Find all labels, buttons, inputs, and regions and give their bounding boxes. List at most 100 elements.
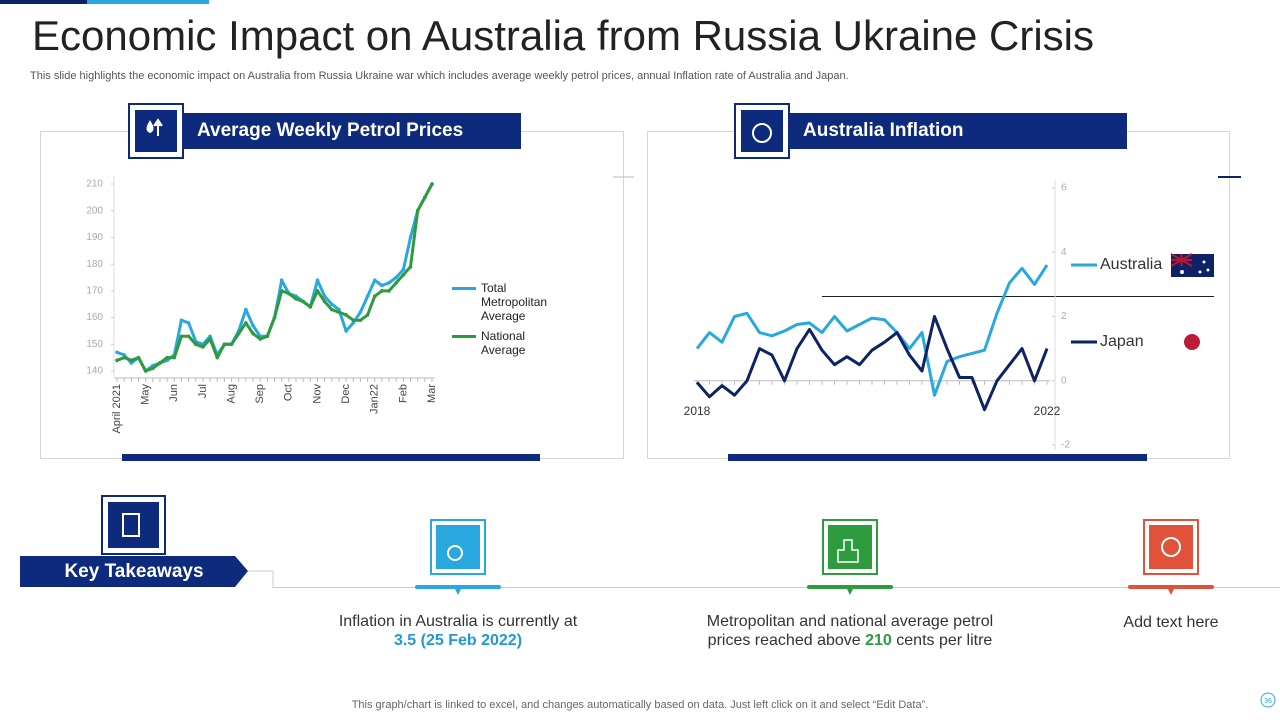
takeaway-text: Add text here	[1123, 614, 1218, 631]
point	[179, 334, 184, 339]
x-tick-label: Oct	[283, 384, 295, 401]
item-bar	[807, 585, 893, 589]
x-tick-label: 2022	[1034, 404, 1061, 418]
point	[408, 235, 413, 240]
point	[301, 299, 305, 304]
legend: Total Metropolitan Average National Avera…	[452, 281, 557, 363]
top-bar	[0, 0, 87, 4]
point	[380, 289, 384, 293]
point	[208, 337, 212, 341]
x-tick-label: Jun	[168, 384, 180, 402]
x-tick-label: Sep	[254, 384, 266, 404]
point	[115, 350, 119, 355]
point	[258, 337, 262, 341]
item-bar	[415, 585, 501, 589]
y-tick-label: 200	[86, 205, 103, 216]
point	[329, 302, 334, 307]
point	[315, 278, 320, 282]
point	[351, 318, 356, 323]
point	[179, 318, 184, 323]
takeaway-highlight: 3.5 (25 Feb 2022)	[394, 632, 522, 649]
legend-swatch	[452, 335, 476, 338]
point	[115, 358, 119, 363]
chart-title: Australia Inflation	[803, 120, 963, 141]
point	[136, 355, 141, 360]
point	[201, 345, 205, 349]
chart-title: Average Weekly Petrol Prices	[197, 120, 463, 141]
point	[236, 331, 241, 336]
point	[351, 321, 356, 325]
takeaway-text: prices reached above 210 cents per litre	[708, 632, 993, 649]
point	[308, 305, 313, 309]
x-tick-label: April 2021	[111, 384, 123, 434]
icon-glyph	[447, 545, 463, 561]
point	[287, 291, 291, 296]
flag-japan	[1184, 334, 1200, 350]
panel-bar	[122, 454, 540, 461]
point	[294, 297, 298, 301]
point	[344, 313, 348, 317]
panel-bar	[728, 454, 1147, 461]
divider	[248, 570, 1280, 588]
icon-glyph	[752, 123, 772, 143]
y-tick-label: 150	[86, 339, 103, 350]
takeaway-text: Inflation in Australia is currently at	[339, 613, 578, 630]
point	[193, 342, 198, 347]
point	[394, 275, 399, 280]
series-line	[695, 315, 1049, 412]
point	[244, 321, 248, 325]
x-tick-label: May	[140, 384, 152, 405]
point	[329, 307, 334, 312]
point	[279, 278, 284, 282]
point	[229, 342, 234, 347]
y-tick-label: 0	[1061, 375, 1067, 386]
icon	[108, 502, 159, 548]
point	[215, 355, 220, 360]
y-tick-label: 2	[1061, 311, 1067, 322]
y-tick-label: 4	[1061, 247, 1067, 258]
legend-label: Total Metropolitan Average	[481, 281, 548, 323]
x-tick-label: Feb	[397, 384, 409, 403]
y-tick-label: 210	[86, 179, 103, 190]
legend-label: Australia	[1100, 256, 1162, 273]
point	[380, 283, 384, 288]
takeaways-banner	[20, 556, 248, 587]
y-tick-label: 6	[1061, 183, 1067, 194]
point	[244, 307, 248, 312]
y-tick-label: 160	[86, 312, 103, 323]
icon	[1149, 525, 1193, 569]
point	[251, 331, 255, 336]
point	[129, 358, 134, 363]
takeaway-highlight: 210	[865, 632, 892, 649]
legend-label: National Average	[481, 329, 526, 357]
icon-glyph	[837, 539, 859, 563]
series-line	[695, 264, 1049, 397]
point	[401, 273, 406, 277]
x-tick-label: Jul	[197, 384, 209, 398]
point	[322, 294, 327, 299]
x-tick-label: 2018	[684, 404, 711, 418]
icon-glyph	[122, 513, 140, 537]
point	[129, 361, 134, 365]
point	[372, 278, 377, 282]
point	[415, 208, 420, 213]
y-tick-label: -2	[1061, 440, 1070, 451]
y-tick-label: 170	[86, 285, 103, 296]
point	[387, 281, 391, 285]
flag-australia	[1170, 253, 1214, 277]
point	[337, 310, 341, 315]
point	[150, 366, 155, 371]
point	[279, 289, 284, 293]
point	[315, 289, 320, 293]
point	[186, 334, 191, 339]
point	[251, 323, 255, 328]
icon	[741, 110, 783, 152]
header-bar	[145, 113, 521, 149]
y-tick-label: 140	[86, 366, 103, 377]
point	[394, 281, 399, 285]
point	[372, 294, 377, 299]
legend-label: Japan	[1100, 333, 1144, 350]
slide-subtitle: This slide highlights the economic impac…	[30, 70, 849, 82]
point	[344, 329, 348, 333]
